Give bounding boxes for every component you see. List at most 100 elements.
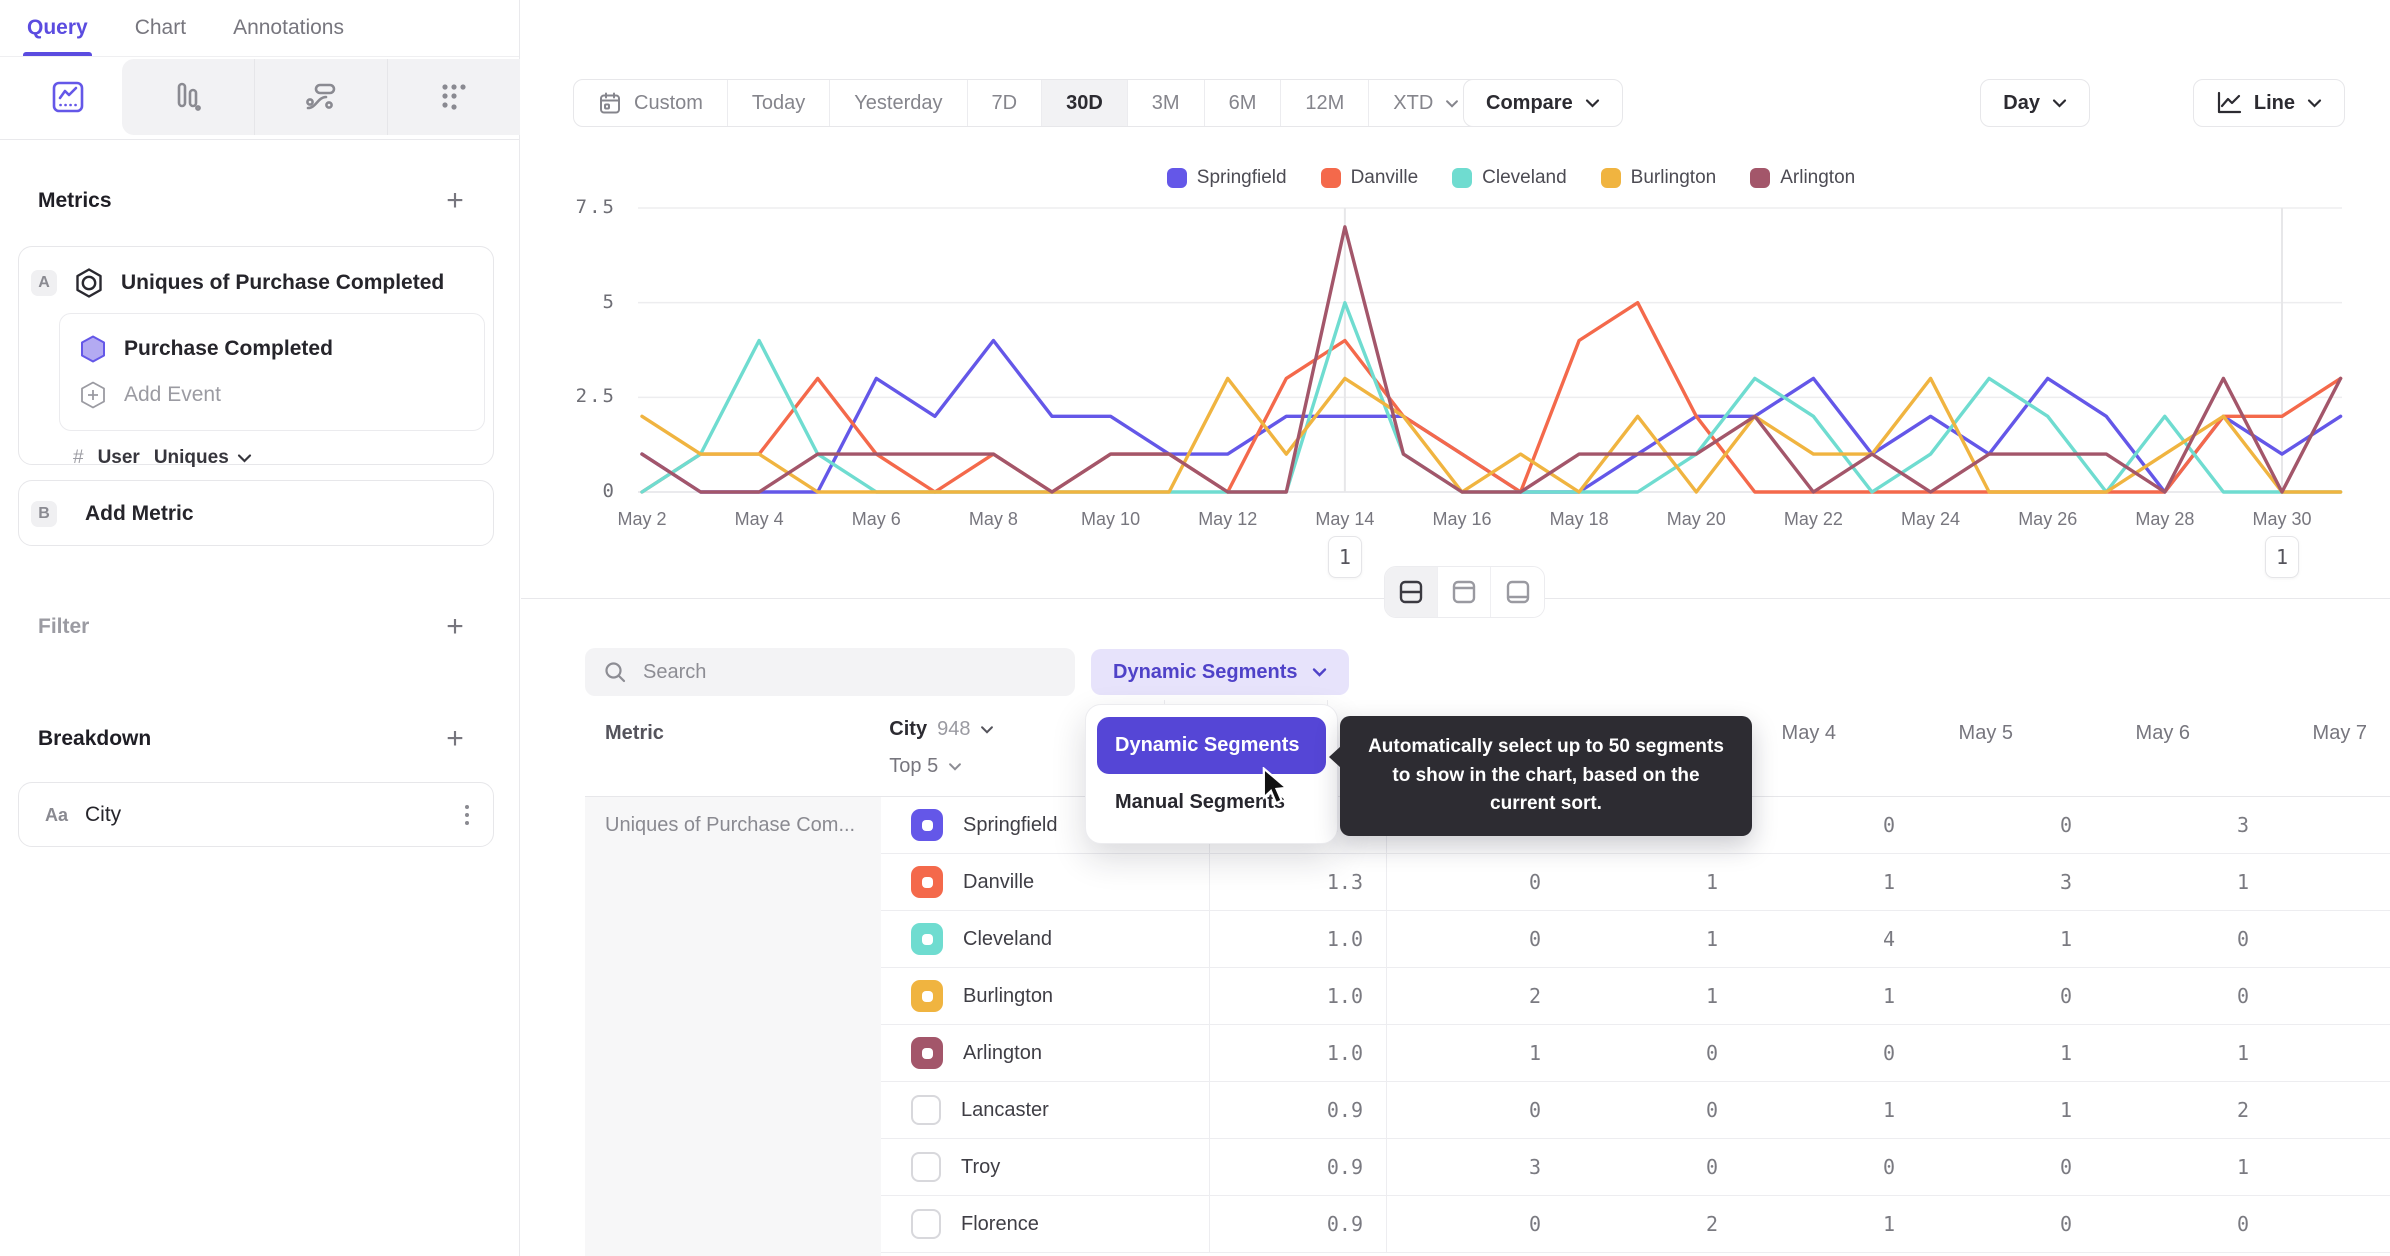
segment-checkbox-checked[interactable] — [911, 1037, 943, 1069]
preset-7d[interactable]: 7D — [968, 80, 1043, 126]
table-row-florence: Florence 0.9 0 2 1 0 0 — [881, 1196, 2390, 1253]
tab-chart[interactable]: Chart — [134, 16, 187, 39]
day-value: 1 — [1528, 1041, 1541, 1065]
metric-b-card[interactable]: B Add Metric — [18, 480, 494, 546]
legend-swatch — [1600, 168, 1621, 188]
segment-checkbox-checked[interactable] — [911, 923, 943, 955]
segment-checkbox-checked[interactable] — [911, 809, 943, 841]
y-tick-label: 0 — [602, 480, 616, 502]
preset-today[interactable]: Today — [728, 80, 831, 126]
average-value: 1.0 — [1210, 911, 1387, 967]
annotation-badge[interactable]: 1 — [2264, 536, 2299, 578]
menu-item-manual-segments[interactable]: Manual Segments — [1115, 791, 1286, 813]
legend-label: Cleveland — [1482, 167, 1567, 188]
date-column-header[interactable]: May 6 — [2135, 722, 2190, 744]
sidebar-tabbar: Query Chart Annotations — [0, 0, 519, 57]
segment-checkbox-unchecked[interactable] — [911, 1209, 941, 1239]
layout-split-toggle[interactable] — [1385, 567, 1438, 617]
chevron-down-icon — [2052, 99, 2067, 108]
table-row-troy: Troy 0.9 3 0 0 0 1 — [881, 1139, 2390, 1196]
calendar-icon — [598, 91, 622, 115]
day-value: 1 — [1705, 984, 1718, 1008]
layout-table-bottom-toggle[interactable] — [1491, 567, 1544, 617]
tab-annotations[interactable]: Annotations — [233, 16, 344, 39]
legend-item-springfield[interactable]: Springfield — [1166, 167, 1287, 189]
measure-type-dropdown[interactable]: Uniques — [154, 447, 252, 469]
tab-query[interactable]: Query — [23, 0, 92, 56]
preset-30d[interactable]: 30D — [1042, 80, 1128, 126]
table-row-cleveland: Cleveland 1.0 0 1 4 1 0 — [881, 911, 2390, 968]
legend-item-burlington[interactable]: Burlington — [1600, 167, 1716, 189]
segments-mode-button[interactable]: Dynamic Segments — [1091, 649, 1349, 695]
city-name: Springfield — [963, 813, 1058, 836]
day-value: 0 — [1882, 1041, 1895, 1065]
add-filter-plus-button[interactable]: + — [446, 610, 464, 643]
preset-yesterday[interactable]: Yesterday — [830, 80, 968, 126]
average-value: 0.9 — [1210, 1139, 1387, 1195]
bar-chart-icon — [171, 80, 205, 114]
menu-item-dynamic-segments[interactable]: Dynamic Segments — [1097, 717, 1326, 774]
preset-12m[interactable]: 12M — [1281, 80, 1370, 126]
city-cell: Florence — [881, 1196, 1210, 1252]
preset-custom[interactable]: Custom — [574, 80, 728, 126]
preset-xtd[interactable]: XTD — [1369, 80, 1483, 126]
checkbox-dot — [921, 876, 933, 888]
add-breakdown-plus-button[interactable]: + — [446, 722, 464, 755]
segment-search[interactable] — [585, 648, 1075, 696]
top-n-dropdown[interactable]: Top 5 — [889, 755, 1164, 778]
measure-entity[interactable]: User — [97, 447, 140, 468]
date-column-header[interactable]: May 4 — [1781, 722, 1836, 744]
preset-3m[interactable]: 3M — [1128, 80, 1205, 126]
chevron-down-icon — [981, 726, 994, 734]
metric-b-title: Add Metric — [85, 502, 194, 525]
event-name: Purchase Completed — [124, 337, 333, 360]
date-column-header[interactable]: May 7 — [2312, 722, 2367, 744]
legend-label: Springfield — [1196, 167, 1287, 188]
view-layout-toggles — [1384, 566, 1545, 618]
segment-checkbox-checked[interactable] — [911, 866, 943, 898]
metrics-title: Metrics — [38, 189, 112, 212]
segment-checkbox-unchecked[interactable] — [911, 1095, 941, 1125]
day-value: 1 — [2236, 1155, 2249, 1179]
city-name: Cleveland — [963, 927, 1052, 950]
average-value: 1.3 — [1210, 854, 1387, 910]
segment-checkbox-unchecked[interactable] — [911, 1152, 941, 1182]
legend-swatch — [1452, 168, 1473, 188]
day-value: 0 — [2059, 1212, 2072, 1236]
chart-type-group — [122, 59, 520, 135]
day-value: 0 — [2059, 1155, 2072, 1179]
date-range-group: Custom Today Yesterday 7D 30D 3M 6M 12M XTD — [573, 79, 1485, 127]
annotation-badge[interactable]: 1 — [1327, 536, 1362, 578]
day-value: 3 — [1528, 1155, 1541, 1179]
day-value: 1 — [2059, 927, 2072, 951]
date-column-header[interactable]: May 5 — [1958, 722, 2013, 744]
add-event-row[interactable]: Add Event — [60, 372, 484, 418]
legend-item-arlington[interactable]: Arlington — [1750, 167, 1855, 189]
chart-style-dropdown[interactable]: Line — [2192, 79, 2345, 127]
compare-button[interactable]: Compare — [1463, 79, 1623, 127]
segment-checkbox-checked[interactable] — [911, 980, 943, 1012]
search-input[interactable] — [643, 660, 1057, 684]
x-tick-label: May 8 — [968, 509, 1018, 529]
chart-type-tile[interactable] — [255, 59, 388, 135]
city-name: Lancaster — [961, 1098, 1049, 1121]
add-event-label: Add Event — [124, 383, 221, 406]
legend-item-danville[interactable]: Danville — [1320, 167, 1418, 189]
interval-dropdown[interactable]: Day — [1980, 79, 2090, 127]
day-value: 1 — [2236, 870, 2249, 894]
chart-type-tile[interactable] — [122, 59, 255, 135]
preset-6m[interactable]: 6M — [1205, 80, 1282, 126]
legend-item-cleveland[interactable]: Cleveland — [1452, 167, 1567, 189]
event-row-purchase-completed[interactable]: Purchase Completed — [60, 326, 484, 372]
breakdown-city-card[interactable]: Aa City — [18, 782, 494, 847]
add-metric-plus-button[interactable]: + — [446, 184, 464, 217]
chart-type-tile[interactable] — [388, 59, 520, 135]
chevron-down-icon — [949, 763, 962, 771]
metric-a-card[interactable]: A Uniques of Purchase Completed Purchase… — [18, 246, 494, 468]
chart-type-active-tile[interactable] — [14, 59, 122, 135]
line-chart-icon — [51, 80, 85, 114]
average-value: 1.0 — [1210, 1025, 1387, 1081]
layout-chart-top-toggle[interactable] — [1438, 567, 1491, 617]
group-by-dropdown[interactable]: City 948 — [889, 718, 1164, 741]
kebab-menu-icon[interactable] — [459, 799, 475, 831]
